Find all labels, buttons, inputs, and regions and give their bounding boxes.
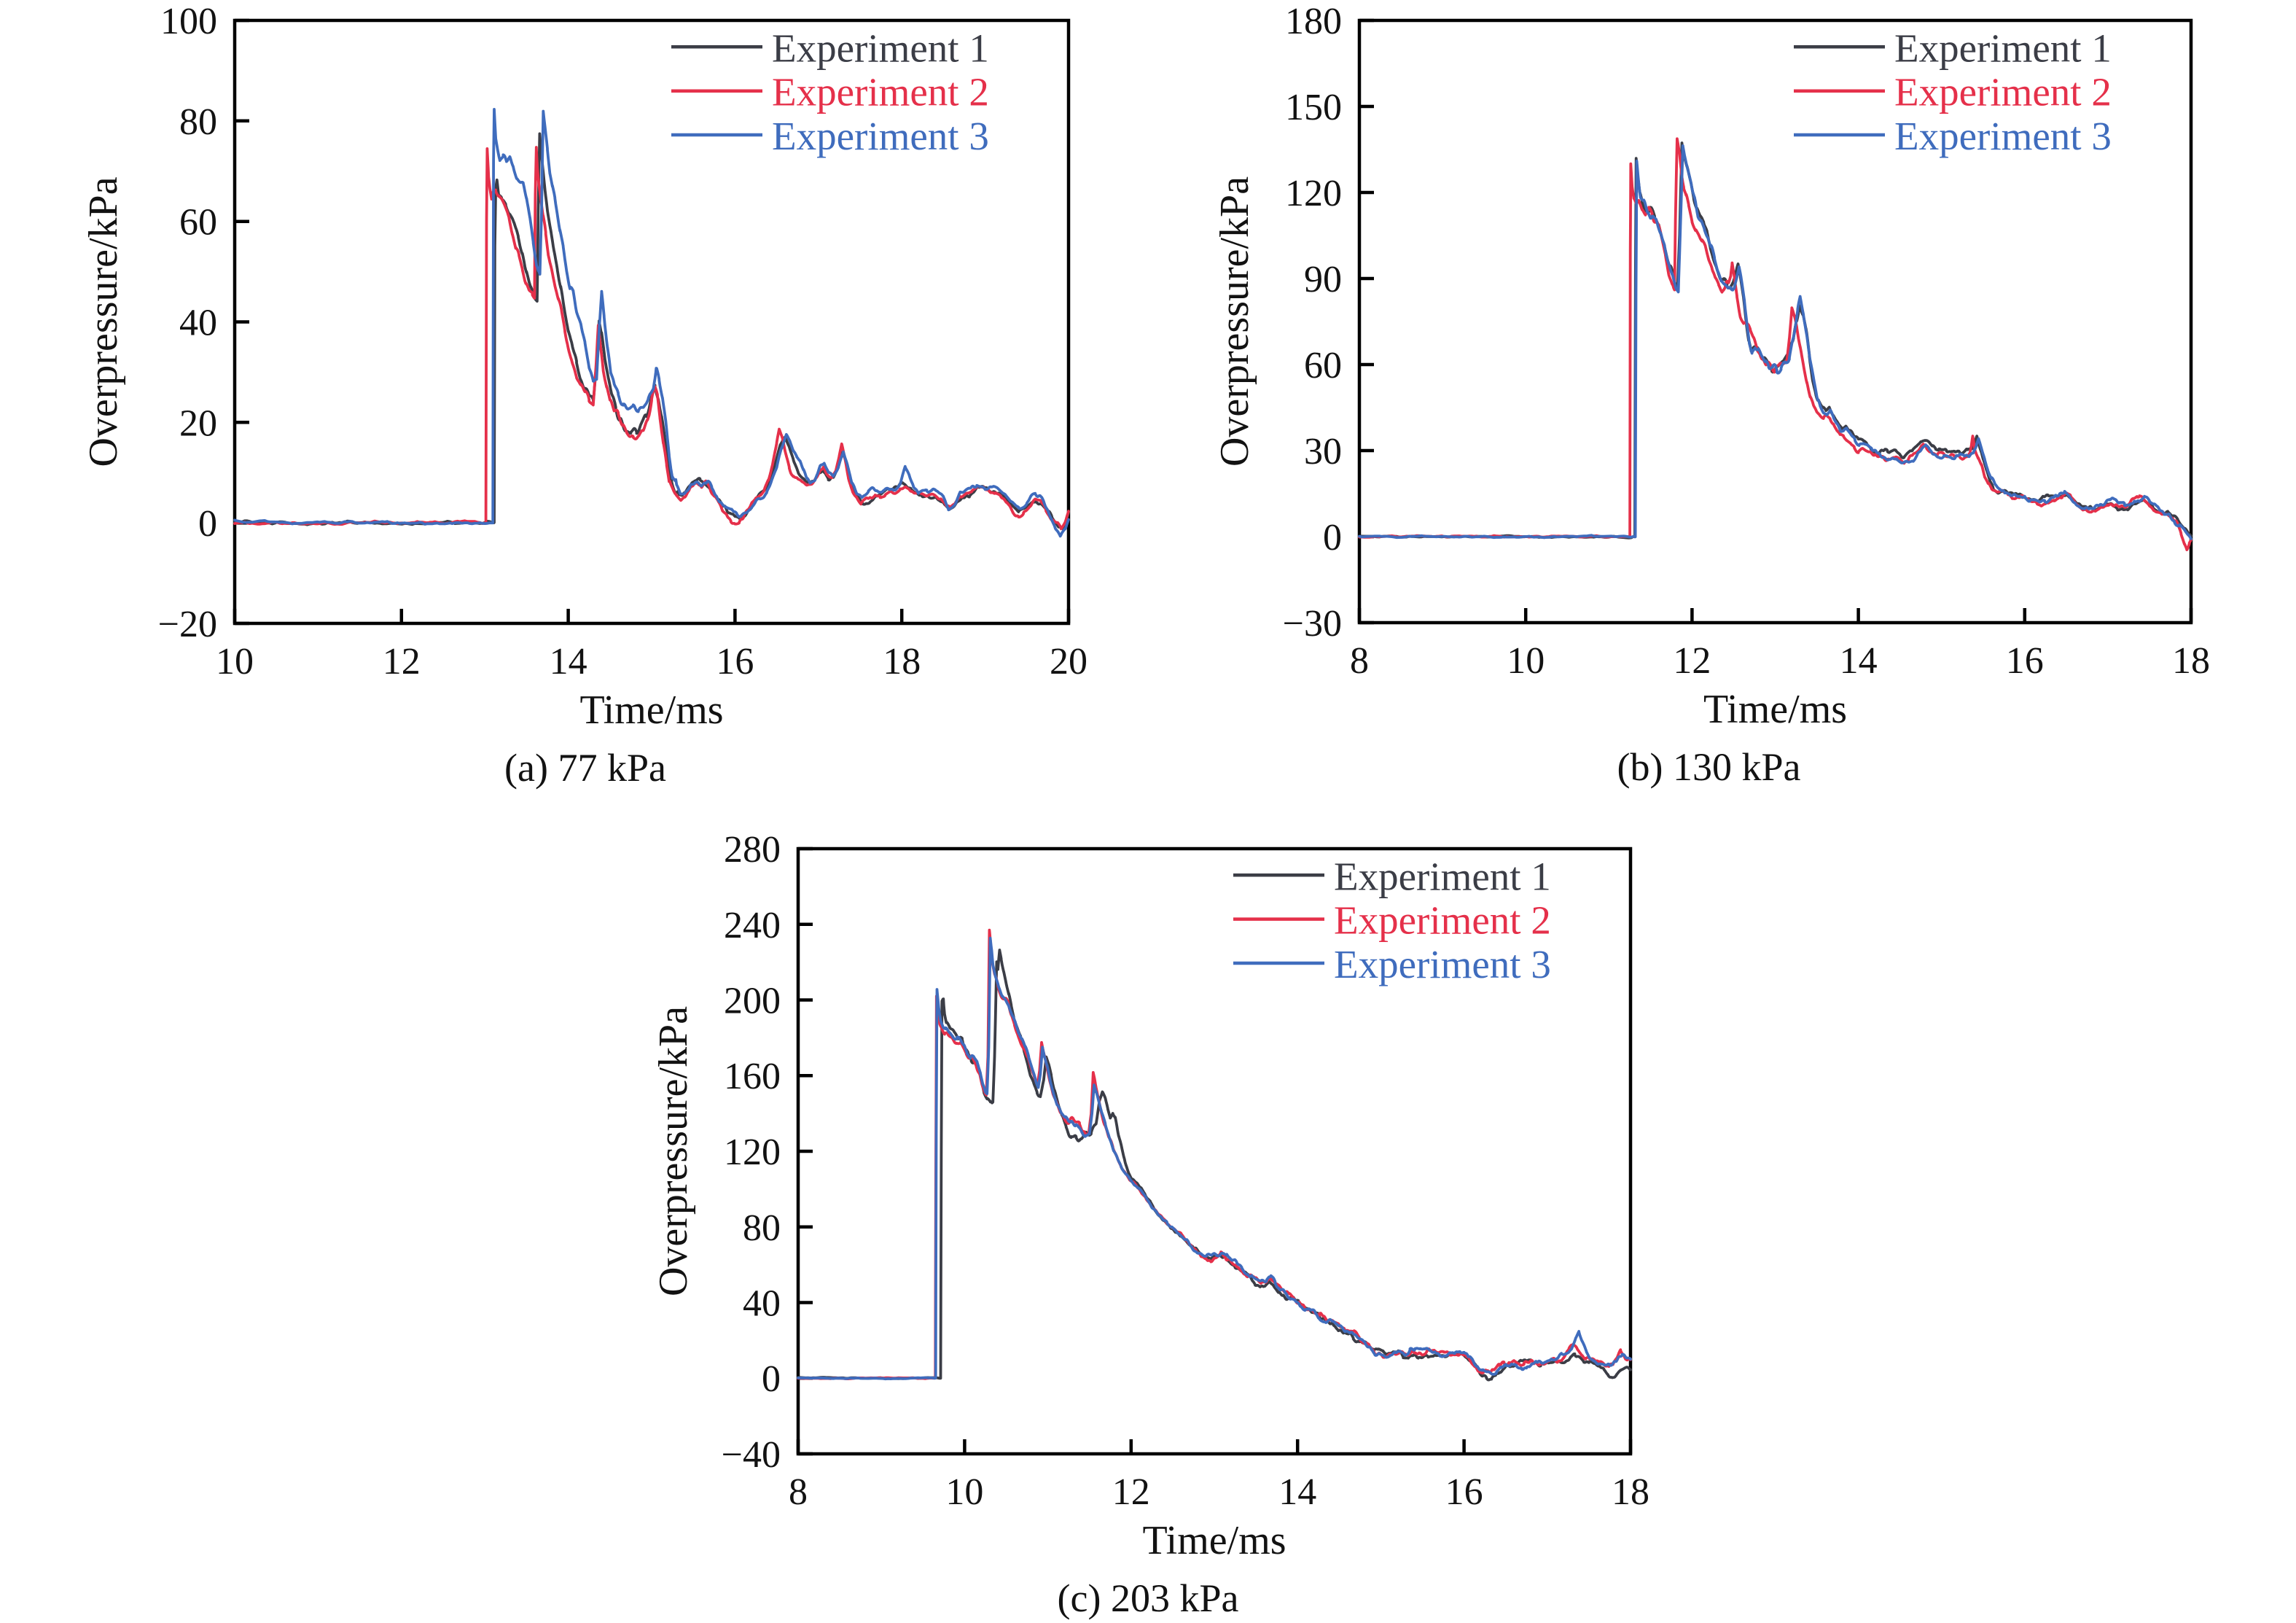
svg-text:12: 12	[383, 641, 421, 682]
svg-text:16: 16	[2006, 640, 2044, 682]
svg-text:Experiment 3: Experiment 3	[1894, 114, 2112, 158]
svg-text:Time/ms: Time/ms	[1142, 1518, 1286, 1563]
svg-text:(c) 203 kPa: (c) 203 kPa	[1058, 1576, 1239, 1620]
svg-text:Experiment 1: Experiment 1	[772, 26, 989, 70]
svg-text:100: 100	[160, 1, 217, 42]
svg-text:90: 90	[1304, 259, 1342, 300]
svg-text:Time/ms: Time/ms	[579, 688, 723, 733]
svg-text:Experiment 1: Experiment 1	[1894, 26, 2112, 70]
svg-text:Overpressure/kPa: Overpressure/kPa	[651, 1006, 696, 1296]
svg-text:Overpressure/kPa: Overpressure/kPa	[81, 176, 126, 467]
svg-text:Experiment 1: Experiment 1	[1334, 854, 1551, 898]
svg-text:120: 120	[724, 1132, 781, 1173]
svg-text:16: 16	[1445, 1471, 1483, 1513]
svg-text:−40: −40	[722, 1434, 781, 1476]
svg-text:180: 180	[1285, 1, 1342, 42]
svg-text:12: 12	[1112, 1471, 1150, 1513]
svg-text:0: 0	[198, 503, 217, 545]
svg-text:Experiment 2: Experiment 2	[1894, 70, 2112, 114]
svg-text:Experiment 3: Experiment 3	[772, 114, 989, 158]
svg-text:8: 8	[1350, 640, 1369, 682]
svg-text:40: 40	[743, 1283, 781, 1325]
svg-text:0: 0	[1323, 517, 1342, 558]
svg-text:(b) 130 kPa: (b) 130 kPa	[1617, 745, 1801, 789]
svg-text:30: 30	[1304, 431, 1342, 472]
svg-text:40: 40	[179, 303, 217, 344]
svg-text:Experiment 3: Experiment 3	[1334, 942, 1551, 986]
svg-text:150: 150	[1285, 87, 1342, 128]
svg-text:10: 10	[1507, 640, 1545, 682]
svg-text:14: 14	[1840, 640, 1878, 682]
svg-text:Experiment 2: Experiment 2	[1334, 898, 1551, 943]
svg-text:16: 16	[716, 641, 754, 682]
svg-text:−20: −20	[158, 604, 217, 645]
svg-text:8: 8	[789, 1471, 808, 1513]
svg-text:12: 12	[1673, 640, 1711, 682]
svg-text:Overpressure/kPa: Overpressure/kPa	[1212, 176, 1257, 467]
svg-text:10: 10	[216, 641, 254, 682]
svg-text:80: 80	[179, 101, 217, 143]
svg-text:Time/ms: Time/ms	[1703, 687, 1847, 732]
svg-text:14: 14	[1278, 1471, 1316, 1513]
svg-text:14: 14	[550, 641, 587, 682]
svg-text:(a) 77 kPa: (a) 77 kPa	[504, 746, 666, 790]
svg-text:200: 200	[724, 981, 781, 1022]
svg-text:18: 18	[1612, 1471, 1649, 1513]
svg-text:60: 60	[1304, 345, 1342, 386]
svg-text:20: 20	[179, 402, 217, 444]
svg-text:−30: −30	[1283, 603, 1342, 645]
svg-text:80: 80	[743, 1207, 781, 1249]
svg-text:20: 20	[1050, 641, 1088, 682]
svg-text:240: 240	[724, 905, 781, 946]
svg-text:18: 18	[2172, 640, 2210, 682]
svg-text:0: 0	[762, 1358, 781, 1400]
svg-text:18: 18	[883, 641, 921, 682]
svg-text:160: 160	[724, 1056, 781, 1097]
svg-text:Experiment 2: Experiment 2	[772, 70, 989, 114]
svg-text:280: 280	[724, 829, 781, 871]
svg-text:10: 10	[945, 1471, 983, 1513]
svg-text:120: 120	[1285, 173, 1342, 214]
svg-text:60: 60	[179, 202, 217, 244]
